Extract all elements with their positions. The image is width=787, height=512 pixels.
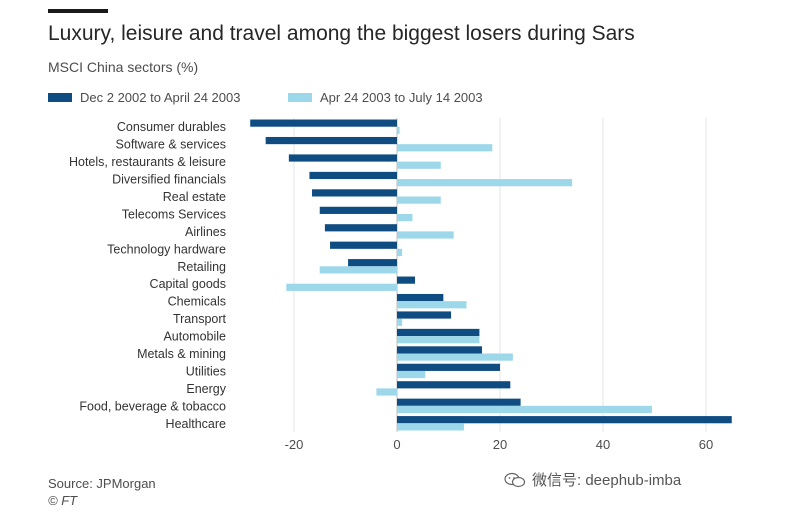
x-tick-label: 20 bbox=[493, 437, 507, 452]
bar-period-1 bbox=[397, 276, 416, 284]
legend-swatch-period-2 bbox=[288, 93, 312, 102]
watermark-text: 微信号: deephub-imba bbox=[532, 472, 682, 489]
bar-period-2 bbox=[397, 179, 573, 187]
ft-credit: © FT bbox=[48, 493, 78, 508]
category-label: Hotels, restaurants & leisure bbox=[69, 155, 226, 169]
bar-period-1 bbox=[397, 416, 732, 424]
x-tick-label: -20 bbox=[285, 437, 304, 452]
bar-period-1 bbox=[348, 259, 397, 267]
chart-subtitle: MSCI China sectors (%) bbox=[48, 59, 199, 75]
bar-period-2 bbox=[397, 301, 467, 309]
category-label: Chemicals bbox=[168, 295, 226, 309]
bar-period-2 bbox=[397, 248, 403, 257]
category-label: Airlines bbox=[185, 225, 226, 239]
legend-item-period-1: Dec 2 2002 to April 24 2003 bbox=[48, 90, 240, 105]
category-label: Retailing bbox=[177, 260, 226, 274]
bar-period-2 bbox=[397, 161, 441, 169]
bar-period-2 bbox=[397, 353, 513, 361]
bar-period-1 bbox=[309, 171, 397, 180]
bar-period-1 bbox=[397, 346, 482, 354]
bar-period-1 bbox=[324, 224, 397, 232]
bar-period-1 bbox=[397, 398, 521, 406]
category-label: Consumer durables bbox=[117, 120, 226, 134]
category-label: Utilities bbox=[186, 364, 226, 378]
bar-period-2 bbox=[397, 231, 454, 239]
bar-period-2 bbox=[397, 196, 441, 204]
bar-period-2 bbox=[397, 336, 480, 344]
bar-period-2 bbox=[397, 423, 464, 431]
category-label: Capital goods bbox=[150, 277, 226, 291]
bar-period-1 bbox=[397, 311, 452, 319]
legend-label-period-1: Dec 2 2002 to April 24 2003 bbox=[80, 90, 241, 105]
category-label: Real estate bbox=[163, 190, 226, 204]
legend-swatch-period-1 bbox=[48, 93, 72, 102]
legend-item-period-2: Apr 24 2003 to July 14 2003 bbox=[288, 90, 483, 105]
ft-top-rule bbox=[48, 9, 108, 13]
bar-period-2 bbox=[397, 318, 403, 326]
bar-period-2 bbox=[397, 213, 413, 222]
category-label: Metals & mining bbox=[137, 347, 226, 361]
bar-period-1 bbox=[330, 241, 397, 249]
x-tick-label: 40 bbox=[596, 437, 610, 452]
bar-period-2 bbox=[397, 405, 652, 414]
bar-period-1 bbox=[397, 328, 480, 337]
x-tick-label: 60 bbox=[699, 437, 713, 452]
category-label: Automobile bbox=[163, 330, 226, 344]
chart-title: Luxury, leisure and travel among the big… bbox=[48, 22, 635, 45]
bar-period-1 bbox=[288, 154, 397, 162]
bar-period-2 bbox=[319, 266, 397, 274]
legend-label-period-2: Apr 24 2003 to July 14 2003 bbox=[320, 90, 483, 105]
source-note: Source: JPMorgan bbox=[48, 476, 156, 491]
bar-period-2 bbox=[397, 126, 400, 134]
wechat-icon bbox=[504, 472, 526, 487]
category-label: Food, beverage & tobacco bbox=[79, 399, 226, 413]
wechat-watermark: 微信号: deephub-imba bbox=[504, 469, 681, 490]
category-label: Transport bbox=[173, 312, 227, 326]
bar-period-1 bbox=[397, 363, 500, 371]
bar-period-1 bbox=[312, 189, 397, 197]
bar-period-1 bbox=[265, 136, 397, 145]
bar-period-1 bbox=[397, 293, 444, 302]
category-label: Diversified financials bbox=[112, 173, 226, 187]
bar-period-2 bbox=[376, 388, 397, 396]
bar-period-1 bbox=[319, 206, 397, 214]
category-label: Energy bbox=[186, 382, 226, 396]
bar-period-1 bbox=[397, 381, 511, 389]
category-label: Technology hardware bbox=[107, 242, 226, 256]
bar-period-2 bbox=[397, 144, 493, 152]
x-tick-label: 0 bbox=[393, 437, 400, 452]
category-label: Software & services bbox=[116, 138, 226, 152]
bar-period-2 bbox=[397, 370, 426, 379]
bar-period-2 bbox=[286, 283, 397, 291]
category-label: Healthcare bbox=[166, 417, 226, 431]
bar-period-1 bbox=[250, 119, 397, 127]
category-label: Telecoms Services bbox=[122, 207, 226, 221]
